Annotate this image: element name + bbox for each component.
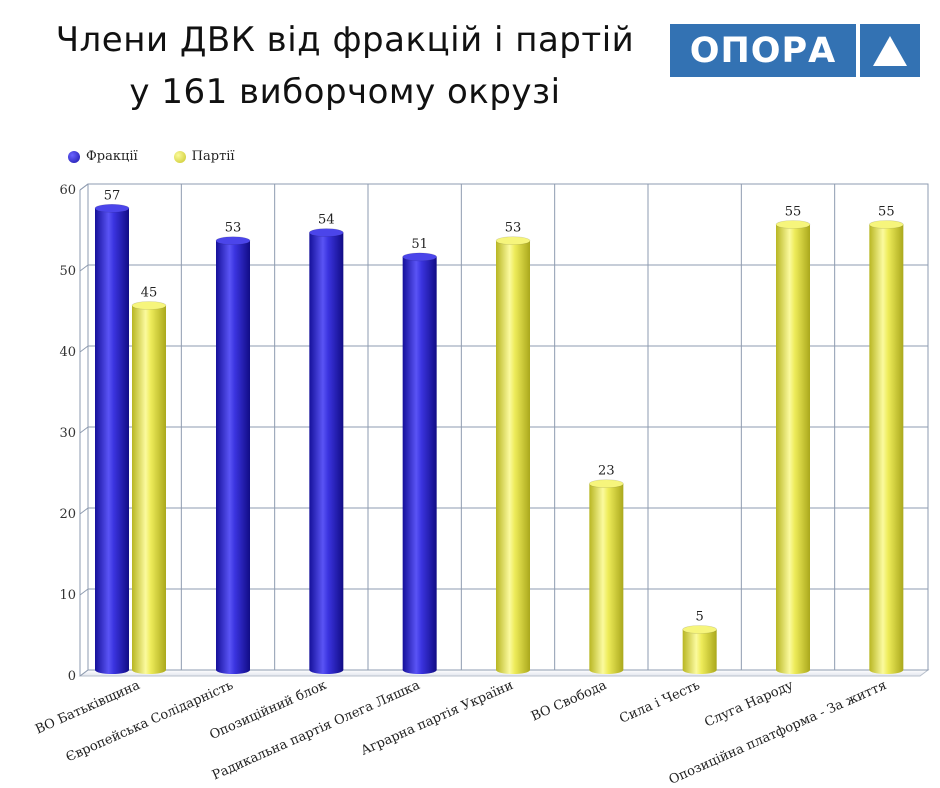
bar-cap-parties xyxy=(775,220,811,229)
bar-cap-parties xyxy=(869,220,904,229)
bar-fractions xyxy=(309,232,344,670)
data-label: 23 xyxy=(598,464,615,479)
data-label: 5 xyxy=(696,610,704,625)
y-axis-depth-top xyxy=(79,183,89,191)
bar-fractions xyxy=(216,240,250,670)
x-tick-label: Європейська Солідарність xyxy=(64,678,236,766)
bar-parties xyxy=(589,483,624,670)
bar-parties xyxy=(132,305,166,670)
bar-base-parties xyxy=(496,666,530,674)
bar-parties xyxy=(869,224,904,670)
bar-cap-parties xyxy=(682,625,717,634)
bar-fractions xyxy=(95,208,129,671)
legend-item-parties: Партії xyxy=(173,149,235,164)
data-label: 53 xyxy=(505,221,522,236)
bar-cap-fractions xyxy=(402,252,437,262)
data-label: 45 xyxy=(141,286,158,301)
bar-base-parties xyxy=(776,666,810,674)
legend-swatch-fractions xyxy=(68,150,80,163)
bar-base-fractions xyxy=(95,666,129,674)
y-tick-label: 40 xyxy=(59,345,76,360)
bar-base-parties xyxy=(682,666,717,674)
y-tick-label: 20 xyxy=(59,507,76,522)
bar-fractions xyxy=(402,256,437,670)
triangle-icon xyxy=(860,24,920,77)
y-tick-label: 50 xyxy=(59,264,76,279)
y-tick-label: 10 xyxy=(59,588,76,603)
bar-base-fractions xyxy=(309,666,344,674)
bar-base-parties xyxy=(869,666,904,674)
bar-base-parties xyxy=(132,666,166,674)
bar-parties xyxy=(776,224,810,670)
bar-cap-fractions xyxy=(309,228,344,237)
y-tick-label: 30 xyxy=(59,426,76,441)
data-label: 54 xyxy=(318,213,335,228)
data-label: 55 xyxy=(785,205,802,220)
opora-logo: ОПОРА xyxy=(670,24,920,77)
bar-cap-parties xyxy=(589,479,624,489)
logo-text: ОПОРА xyxy=(670,24,856,77)
bar-cap-fractions xyxy=(215,236,251,245)
bar-parties xyxy=(496,240,530,670)
y-tick-label: 0 xyxy=(68,669,76,684)
y-gridline-depth xyxy=(79,345,89,353)
y-gridline-depth xyxy=(79,507,89,515)
x-tick-label: ВО Свобода xyxy=(529,678,609,725)
y-tick-label: 60 xyxy=(59,183,76,198)
bar-cap-fractions xyxy=(94,204,130,213)
data-label: 55 xyxy=(878,205,895,220)
legend-item-fractions: Фракції xyxy=(68,149,138,164)
data-label: 57 xyxy=(104,188,121,203)
data-label: 53 xyxy=(225,221,242,236)
bar-base-fractions xyxy=(402,666,437,674)
title-line-2: у 161 виборчому окрузі xyxy=(129,72,561,112)
y-gridline-depth xyxy=(79,588,89,596)
title-line-1: Члени ДВК від фракцій і партій xyxy=(55,20,635,60)
y-gridline-depth xyxy=(79,669,89,677)
y-gridline-depth xyxy=(79,264,89,272)
legend-swatch-parties xyxy=(173,150,186,163)
x-tick-label: Аграрна партія України xyxy=(359,678,516,759)
bar-cap-parties xyxy=(131,301,167,310)
data-label: 51 xyxy=(411,237,428,252)
y-gridline-depth xyxy=(79,426,89,434)
legend-label-parties: Партії xyxy=(191,149,235,164)
chart-title: Члени ДВК від фракцій і партій у 161 виб… xyxy=(30,14,660,118)
x-tick-label: Сила і Честь xyxy=(617,678,702,727)
legend-label-fractions: Фракції xyxy=(86,149,138,164)
bar-cap-parties xyxy=(495,236,531,245)
bar-base-fractions xyxy=(216,666,250,674)
chart-legend: Фракції Партії xyxy=(68,149,271,164)
bar-parties xyxy=(682,629,717,670)
bar-base-parties xyxy=(589,666,624,674)
